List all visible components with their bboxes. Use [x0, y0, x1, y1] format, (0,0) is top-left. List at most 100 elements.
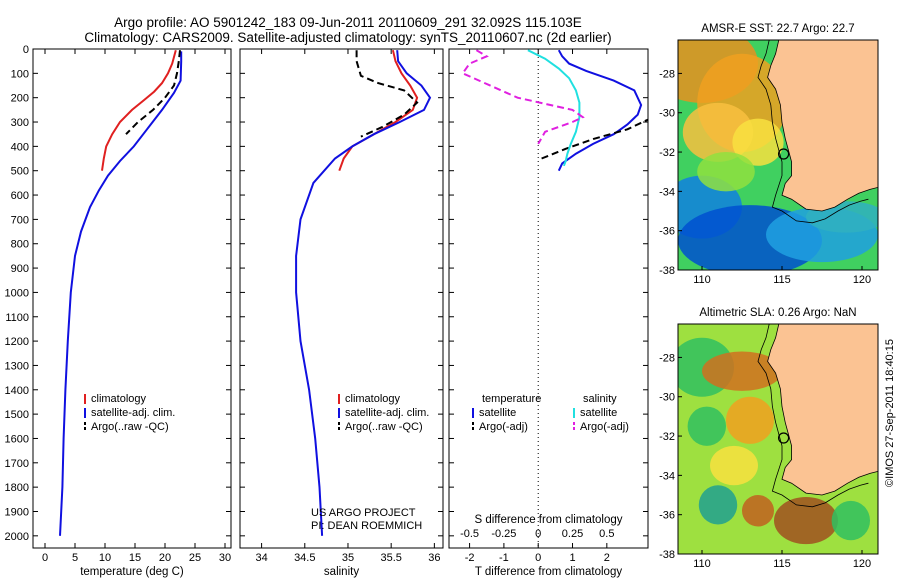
legend-label: climatology [345, 393, 401, 405]
map-y-tick-label: -34 [659, 186, 675, 198]
panel-salinity: 34 34.5 35 35.5 36 salinity climatology satelli… [239, 48, 444, 578]
axes-box-difference [448, 48, 649, 549]
argo-location-marker [777, 432, 790, 444]
map-x-tick-label: 120 [853, 274, 871, 286]
y-tick-label: 700 [11, 214, 29, 226]
y-tick-label: 1300 [5, 360, 29, 372]
series-salinity-climatology [338, 49, 419, 172]
map-frame [677, 39, 879, 271]
series-salinity-argorawqc [355, 50, 419, 138]
legend-title-temperature: temperature [482, 393, 541, 405]
panel-temperature: 0 5 10 15 20 25 300100200300400500600700800900… [5, 44, 232, 578]
x-tick-label: 20 [159, 552, 171, 564]
y-tick-label: 400 [11, 141, 29, 153]
series-difference-satellite [527, 49, 581, 167]
map-x-tick-label: 115 [773, 558, 791, 570]
map-y-tick-label: -30 [659, 392, 675, 404]
field-patch [710, 445, 758, 486]
x-axis-label: T difference from climatology [475, 566, 622, 578]
map-y-tick-label: -36 [659, 510, 675, 522]
legend-label: satellite-adj. clim. [91, 407, 175, 419]
y-tick-label: 1100 [5, 312, 29, 324]
panel-sla-map: Altimetric SLA: 0.26 Argo: NaN 110 115 120 -… [659, 307, 879, 570]
field-patch [831, 500, 870, 541]
field-patch [774, 496, 838, 545]
map-field [678, 324, 878, 554]
series-temperature-climatology [101, 49, 177, 171]
map-x-tick-label: 110 [693, 274, 711, 286]
map-y-tick-label: -28 [659, 352, 675, 364]
s-tick-label: -0.5 [460, 528, 479, 540]
legend-label: satellite [479, 407, 516, 419]
climatology-title: Climatology: CARS2009. Satellite-adjuste… [84, 30, 611, 45]
map-title: AMSR-E SST: 22.7 Argo: 22.7 [701, 23, 854, 35]
x-tick-label: 35.5 [380, 552, 401, 564]
legend-label: Argo(-adj) [580, 421, 629, 433]
profile-title: Argo profile: AO 5901242_183 09-Jun-2011… [114, 15, 582, 30]
legend-label: satellite [580, 407, 617, 419]
field-patch [698, 485, 738, 525]
map-y-tick-label: -34 [659, 470, 675, 482]
x-tick-label: 5 [72, 552, 78, 564]
map-field [678, 40, 878, 270]
y-tick-label: 1000 [5, 287, 29, 299]
x-tick-label: 0 [535, 552, 541, 564]
annotation-project: US ARGO PROJECT [311, 507, 416, 519]
x-tick-label: 34.5 [294, 552, 315, 564]
map-title: Altimetric SLA: 0.26 Argo: NaN [699, 307, 856, 319]
legend-label: satellite-adj. clim. [345, 407, 429, 419]
y-tick-label: 1500 [5, 409, 29, 421]
y-tick-label: 800 [11, 239, 29, 251]
x-axis-label: temperature (deg C) [80, 566, 184, 578]
panel-difference: -2 -1 0 1 2 T difference from climatology -0.5… [448, 48, 649, 578]
series-temperature-argorawqc [125, 50, 181, 135]
imos-credit: ©IMOS 27-Sep-2011 18:40:15 [884, 339, 896, 487]
field-patch [697, 152, 755, 192]
series-salinity-satelliteadjclim [295, 50, 432, 536]
field-patch [726, 396, 774, 444]
y-tick-label: 1700 [5, 458, 29, 470]
s-tick-label: 0 [535, 528, 541, 540]
map-y-tick-label: -32 [659, 147, 675, 159]
map-y-tick-label: -28 [659, 68, 675, 80]
x-tick-label: 36 [428, 552, 440, 564]
land [767, 324, 878, 496]
y-tick-label: 1900 [5, 506, 29, 518]
y-tick-label: 300 [11, 117, 29, 129]
legend-label: climatology [91, 393, 147, 405]
field-patch [687, 406, 726, 446]
y-tick-label: 1600 [5, 433, 29, 445]
shelf-contour [757, 324, 869, 508]
axes-box-temperature [32, 48, 232, 549]
x-axis-label: salinity [324, 566, 359, 578]
legend-label: Argo(-adj) [479, 421, 528, 433]
y-tick-label: 2000 [5, 531, 29, 543]
series-difference-satellite [557, 49, 643, 172]
x-tick-label: 35 [342, 552, 354, 564]
legend-title-salinity: salinity [583, 393, 617, 405]
s-axis-label: S difference from climatology [474, 514, 622, 526]
y-tick-label: 900 [11, 263, 29, 275]
map-y-tick-label: -38 [659, 549, 675, 561]
map-y-tick-label: -36 [659, 226, 675, 238]
y-tick-label: 1400 [5, 385, 29, 397]
y-tick-label: 200 [11, 93, 29, 105]
legend-label: Argo(..raw -QC) [345, 421, 423, 433]
field-patch [702, 351, 782, 391]
s-tick-label: 0.5 [599, 528, 614, 540]
x-tick-label: 25 [189, 552, 201, 564]
x-tick-label: 10 [99, 552, 111, 564]
y-tick-label: 600 [11, 190, 29, 202]
y-tick-label: 100 [11, 68, 29, 80]
x-tick-label: 34 [255, 552, 267, 564]
y-tick-label: 1800 [5, 482, 29, 494]
x-tick-label: 0 [42, 552, 48, 564]
x-tick-label: 1 [569, 552, 575, 564]
axes-box-salinity [239, 48, 444, 549]
legend-label: Argo(..raw -QC) [91, 421, 169, 433]
s-tick-label: -0.25 [491, 528, 516, 540]
y-tick-label: 1200 [5, 336, 29, 348]
map-y-tick-label: -32 [659, 431, 675, 443]
argo-location-marker [777, 148, 790, 160]
